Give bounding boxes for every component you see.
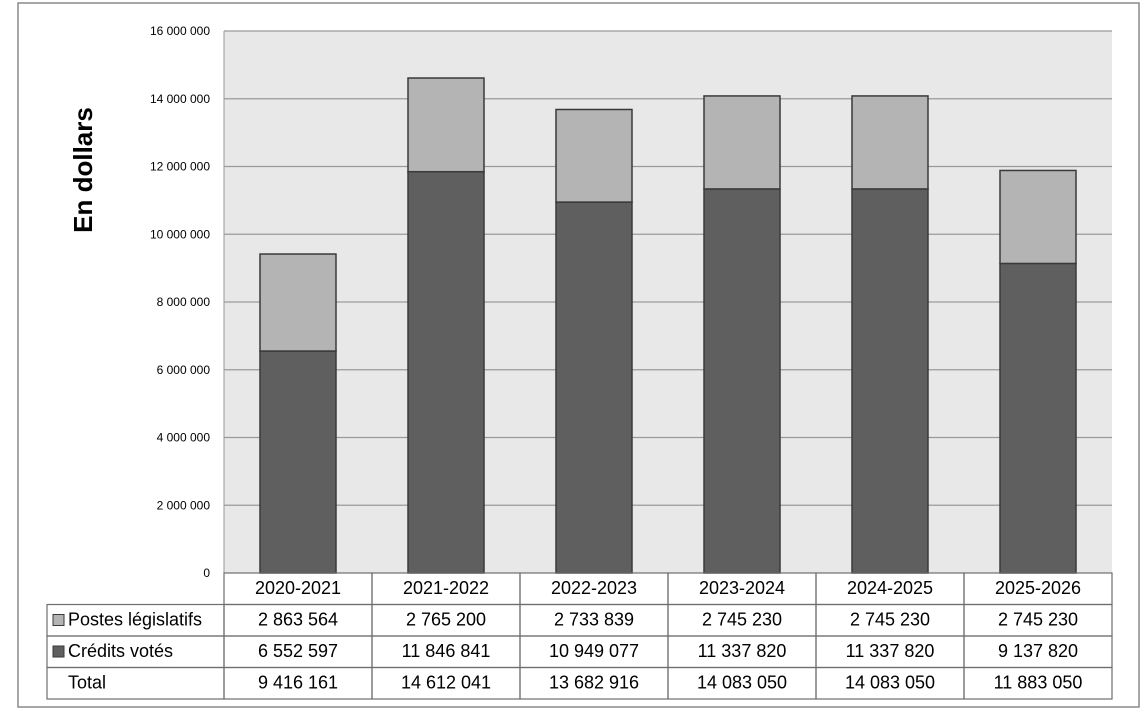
data-label: 9 416 161 — [258, 673, 338, 693]
legend-label: Crédits votés — [68, 641, 173, 661]
y-tick-label: 4 000 000 — [157, 431, 211, 445]
bar-credits-votes — [407, 170, 485, 574]
data-label: 10 949 077 — [549, 641, 639, 661]
y-tick-label: 8 000 000 — [157, 295, 211, 309]
x-tick-label: 2025-2026 — [995, 578, 1081, 598]
y-tick-label: 6 000 000 — [157, 363, 211, 377]
y-tick-label: 2 000 000 — [157, 498, 211, 512]
bar-credits-votes — [555, 201, 633, 574]
x-tick-label: 2023-2024 — [699, 578, 785, 598]
x-tick-label: 2021-2022 — [403, 578, 489, 598]
data-label: 11 883 050 — [994, 673, 1083, 693]
bar-postes-legislatifs — [703, 95, 781, 190]
y-tick-label: 16 000 000 — [150, 24, 210, 38]
data-label: 6 552 597 — [258, 641, 338, 661]
data-label: 14 083 050 — [845, 673, 935, 693]
x-tick-label: 2024-2025 — [847, 578, 933, 598]
data-label: 14 612 041 — [401, 673, 491, 693]
bar-postes-legislatifs — [407, 77, 485, 173]
data-label: 11 337 820 — [846, 641, 935, 661]
bar-postes-legislatifs — [259, 253, 337, 352]
table-cell — [963, 666, 1113, 700]
data-label: 2 745 230 — [998, 610, 1078, 630]
y-tick-label: 12 000 000 — [150, 160, 210, 174]
table-row-label: Total — [68, 673, 106, 693]
legend-label: Postes législatifs — [68, 610, 202, 630]
data-label: 11 846 841 — [402, 641, 491, 661]
x-tick-label: 2022-2023 — [551, 578, 637, 598]
table-row-total: Total 9 416 161 14 612 041 13 682 916 14 083… — [46, 666, 1113, 700]
bar-credits-votes — [259, 350, 337, 574]
table-row-postes-legislatifs: Postes législatifs 2 863 564 2 765 200 2 73… — [46, 603, 1113, 637]
y-tick-label: 14 000 000 — [150, 92, 210, 106]
gridlines — [223, 30, 1112, 573]
legend-swatch — [52, 614, 65, 626]
bar-postes-legislatifs — [999, 169, 1077, 265]
bar-postes-legislatifs — [555, 108, 633, 203]
data-label: 9 137 820 — [998, 641, 1078, 661]
x-tick-label: 2020-2021 — [255, 578, 341, 598]
data-label: 11 337 820 — [698, 641, 787, 661]
bar-credits-votes — [999, 262, 1077, 574]
data-table: 2020-2021 2021-2022 2022-2023 2023-2024 2024… — [46, 572, 1113, 700]
data-label: 13 682 916 — [549, 673, 639, 693]
y-tick-label: 0 — [203, 566, 210, 580]
data-label: 2 745 230 — [850, 610, 930, 630]
bar-postes-legislatifs — [851, 95, 929, 190]
data-label: 2 745 230 — [702, 610, 782, 630]
data-label: 2 765 200 — [406, 610, 486, 630]
data-label: 14 083 050 — [697, 673, 787, 693]
y-tick-label: 10 000 000 — [150, 227, 210, 241]
bar-credits-votes — [851, 188, 929, 574]
legend-swatch — [52, 645, 65, 658]
y-axis-label: En dollars — [68, 107, 98, 233]
bar-credits-votes — [703, 188, 781, 574]
data-label: 2 733 839 — [554, 610, 634, 630]
bars — [259, 77, 1077, 574]
data-label: 2 863 564 — [258, 610, 338, 630]
y-tick-labels: 0 2 000 000 4 000 000 6 000 000 8 000 000 10 … — [150, 24, 210, 580]
